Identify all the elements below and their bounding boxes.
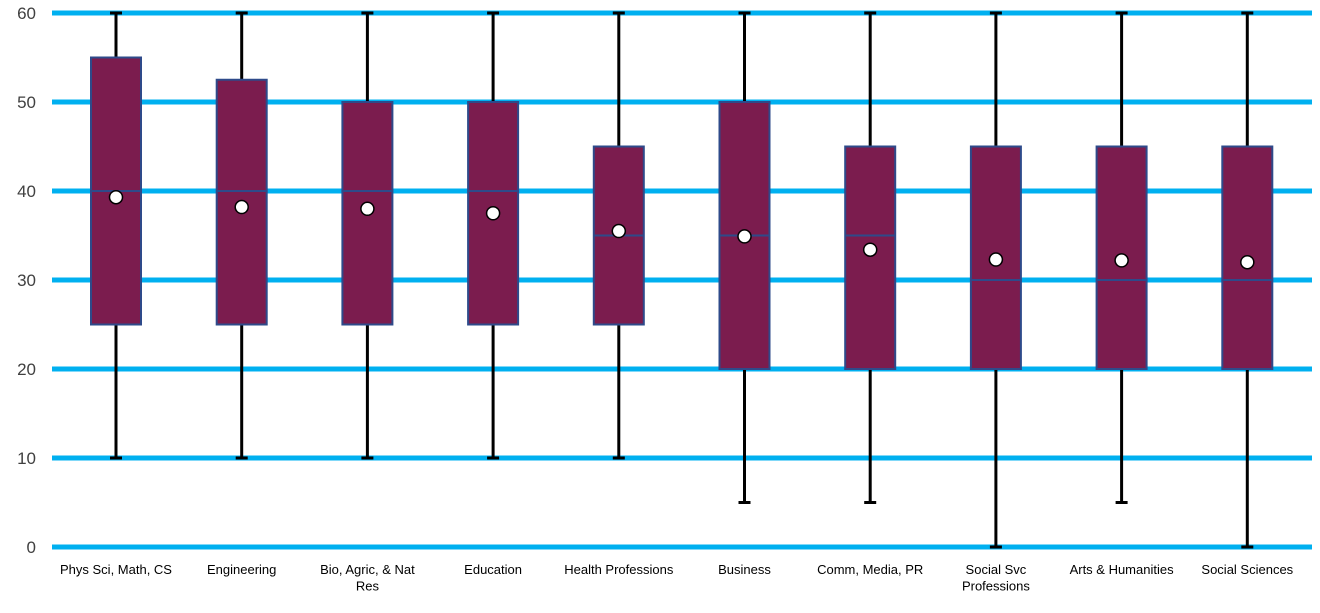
x-category-label-1: Phys Sci, Math, CS: [60, 562, 172, 577]
x-category-label-2: Engineering: [207, 562, 276, 577]
x-category-label-10: Social Sciences: [1201, 562, 1293, 577]
mean-marker: [611, 223, 627, 239]
mean-marker: [1114, 253, 1129, 268]
box-group-8: [969, 11, 1022, 549]
x-category-label-8: Social Svc Professions: [962, 562, 1030, 593]
interquartile-box: [844, 145, 897, 370]
mean-marker: [485, 206, 501, 221]
y-tick-label-20: 20: [17, 360, 36, 379]
box-group-10: [1221, 11, 1274, 549]
y-tick-label-40: 40: [17, 182, 36, 201]
x-category-label-6: Business: [718, 562, 771, 577]
interquartile-box: [1095, 145, 1148, 370]
mean-marker: [988, 252, 1004, 267]
y-tick-label-10: 10: [17, 449, 36, 468]
y-tick-label-60: 60: [17, 4, 36, 23]
mean-marker: [234, 199, 249, 215]
box-group-7: [844, 11, 897, 504]
x-category-label-7: Comm, Media, PR: [817, 562, 923, 577]
mean-marker: [1240, 254, 1255, 270]
boxes: [90, 11, 1274, 549]
y-tick-label-30: 30: [17, 271, 36, 290]
x-category-label-9: Arts & Humanities: [1070, 562, 1175, 577]
mean-marker: [862, 242, 878, 257]
y-tick-label-0: 0: [27, 538, 36, 557]
x-category-label-5: Health Professions: [564, 562, 674, 577]
box-group-6: [718, 11, 771, 504]
box-group-3: [341, 11, 394, 460]
mean-marker: [737, 229, 752, 244]
y-axis-tick-labels: 0 10 20 30 40 50 60: [17, 4, 36, 557]
box-group-4: [467, 11, 520, 460]
box-group-1: [90, 11, 142, 460]
mean-marker: [360, 201, 375, 217]
y-tick-label-50: 50: [17, 93, 36, 112]
box-group-9: [1095, 11, 1148, 504]
mean-marker: [108, 189, 124, 205]
x-category-label-3: Bio, Agric, & Nat Res: [320, 562, 415, 593]
box-group-5: [592, 11, 645, 460]
x-category-label-4: Education: [464, 562, 522, 577]
box-group-2: [215, 11, 268, 460]
x-axis-category-labels: Phys Sci, Math, CS Engineering Bio, Agric,…: [60, 562, 1294, 593]
